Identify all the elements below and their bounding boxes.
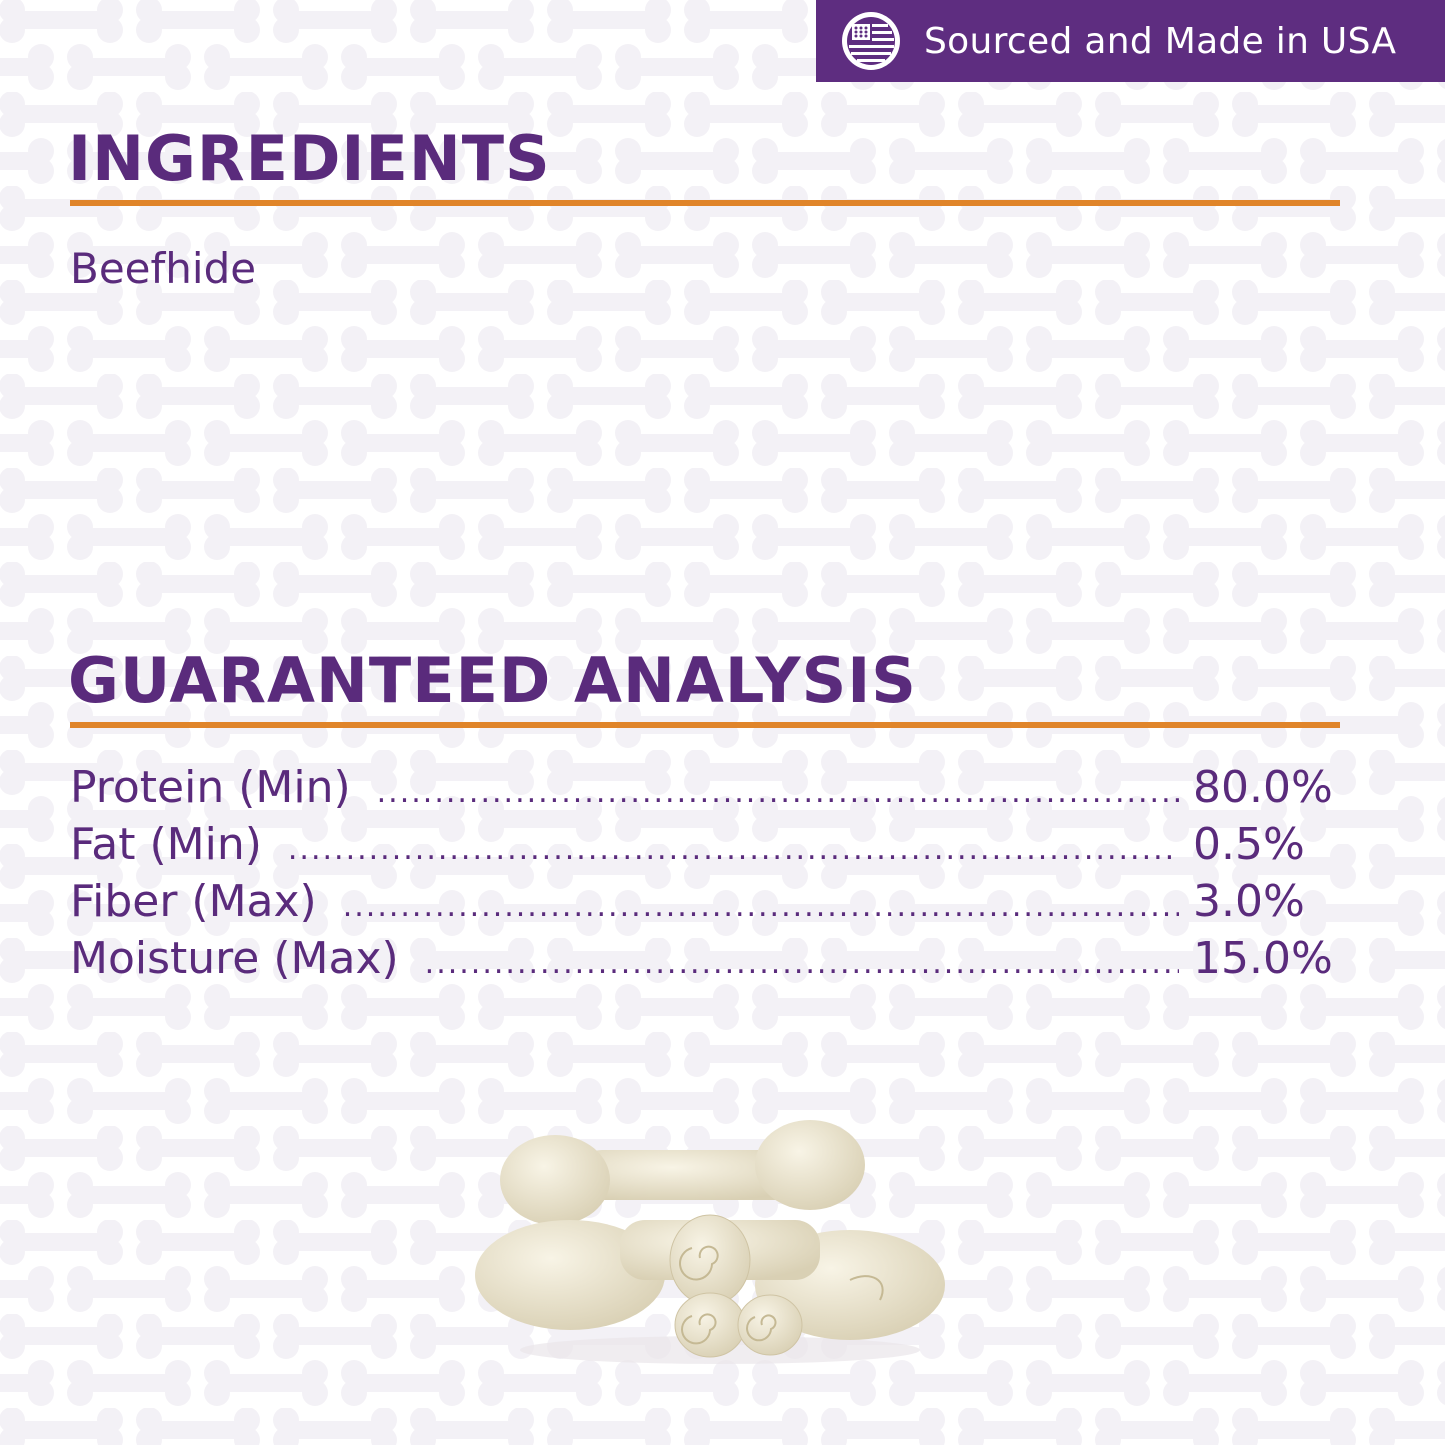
analysis-row-protein: Protein (Min)...........................… [70, 762, 1345, 819]
analysis-row-moisture: Moisture (Max)..........................… [70, 933, 1345, 990]
analysis-table: Protein (Min)...........................… [70, 762, 1345, 990]
analysis-divider [70, 722, 1340, 728]
badge-text: Sourced and Made in USA [924, 20, 1397, 62]
rawhide-knot-bones-image [475, 1120, 945, 1364]
analysis-row-fiber: Fiber (Max).............................… [70, 876, 1345, 933]
row-label: Fiber (Max) [70, 876, 317, 927]
row-value: 15.0% [1193, 933, 1333, 984]
row-value: 0.5% [1193, 819, 1305, 870]
dot-leader: ........................................… [342, 889, 1179, 924]
dot-leader: ........................................… [424, 946, 1179, 981]
dot-leader: ........................................… [376, 775, 1179, 810]
usa-flag-globe-icon [842, 12, 900, 70]
ingredients-heading: INGREDIENTS [68, 122, 551, 195]
ingredients-divider [70, 200, 1340, 206]
sourced-made-usa-badge: Sourced and Made in USA [816, 0, 1445, 82]
row-label: Protein (Min) [70, 762, 351, 813]
row-value: 80.0% [1193, 762, 1333, 813]
ingredients-text: Beefhide [70, 244, 257, 293]
dot-leader: ........................................… [287, 832, 1179, 867]
analysis-row-fat: Fat (Min)...............................… [70, 819, 1345, 876]
guaranteed-analysis-heading: GUARANTEED ANALYSIS [68, 644, 917, 717]
row-value: 3.0% [1193, 876, 1305, 927]
row-label: Moisture (Max) [70, 933, 399, 984]
row-label: Fat (Min) [70, 819, 262, 870]
